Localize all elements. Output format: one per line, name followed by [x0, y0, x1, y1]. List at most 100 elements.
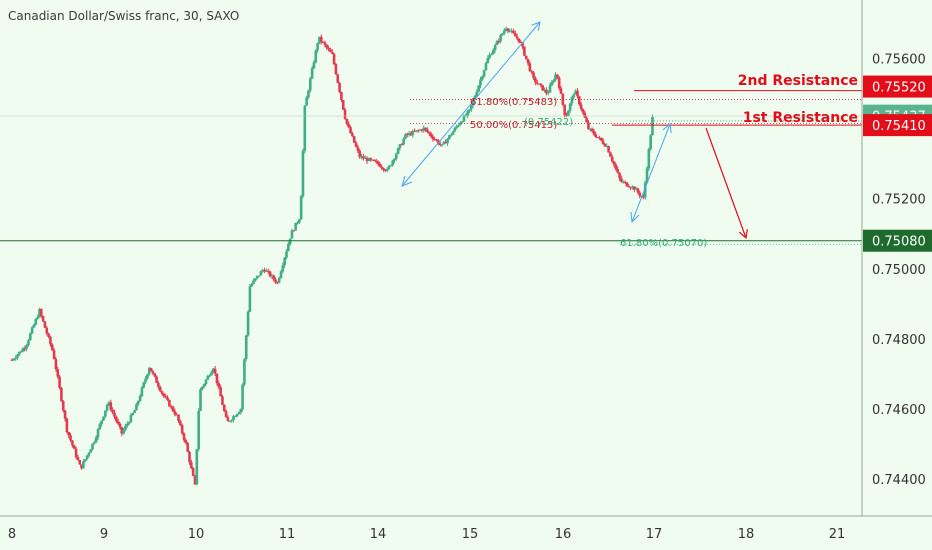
candle-body [56, 369, 60, 377]
candle-body [71, 440, 74, 446]
candle-body [272, 275, 275, 280]
candle-body [433, 139, 437, 141]
candle-body [391, 160, 394, 166]
candle-body [521, 42, 524, 47]
candle-body [402, 138, 405, 145]
candle-body [213, 368, 217, 374]
candle-body [523, 46, 526, 56]
candle-body [429, 133, 433, 137]
candle-body [574, 90, 577, 95]
candle-body [493, 44, 497, 51]
candle-body [43, 321, 47, 328]
candle-body [50, 344, 54, 351]
candle-body [285, 251, 288, 258]
blue-arrow-1-up-head [531, 21, 541, 31]
candle-body [546, 92, 550, 94]
candle-body [76, 457, 80, 461]
candle-body [319, 36, 323, 42]
candle-body [405, 133, 409, 135]
candle-body [481, 76, 484, 80]
candle-body [173, 411, 177, 415]
candle-body [153, 373, 157, 377]
candle-body [530, 71, 534, 73]
candle-body [451, 131, 455, 135]
candle-body [590, 128, 594, 132]
candle-body [554, 74, 557, 81]
candle-body [226, 417, 230, 422]
candle-body [298, 219, 301, 223]
candle-body [259, 271, 263, 276]
candle-body [488, 54, 491, 58]
candle-body [149, 367, 153, 372]
candle-body [115, 416, 118, 422]
candle-body [435, 139, 438, 141]
candle-body [499, 35, 502, 42]
candle-body [16, 354, 19, 358]
candle-body [532, 72, 535, 78]
candle-body [166, 397, 169, 401]
candle-body [645, 168, 649, 183]
candle-body [545, 89, 548, 94]
candle-body [45, 327, 49, 334]
candle-body [318, 36, 321, 44]
candle-body [268, 271, 272, 277]
candle-body [47, 333, 50, 337]
candle-body [82, 461, 85, 469]
candle-body [303, 105, 307, 151]
candle-body [49, 336, 52, 345]
blue-arrow-1-tail [401, 175, 413, 187]
candle-body [83, 459, 87, 462]
candle-body [385, 168, 389, 171]
candle-body [281, 265, 285, 272]
blue-arrow-1-up-shaft [401, 21, 541, 187]
candle-body [583, 112, 587, 118]
candle-body [118, 423, 122, 428]
date-tick-label: 10 [188, 527, 205, 542]
candle-body [426, 129, 429, 133]
candle-body [594, 134, 598, 138]
candle-body [146, 374, 149, 379]
candle-body [270, 275, 274, 277]
candle-body [171, 406, 175, 412]
candle-body [29, 333, 32, 341]
candle-body [351, 133, 354, 137]
candle-body [314, 50, 318, 63]
candle-body [409, 133, 413, 136]
candle-body [230, 420, 233, 422]
candle-body [341, 100, 345, 110]
candle-body [127, 422, 131, 424]
candle-body [393, 158, 396, 161]
candle-body [54, 359, 58, 370]
candle-body [243, 359, 246, 385]
candle-body [561, 93, 565, 105]
candle-body [60, 387, 63, 402]
candle-body [208, 375, 211, 377]
candle-body [65, 418, 69, 432]
candle-body [519, 41, 523, 43]
candle-body [61, 401, 65, 411]
candle-body [290, 230, 294, 239]
date-tick-label: 15 [462, 527, 479, 542]
candle-body [581, 109, 585, 113]
price-tag-box [863, 75, 932, 98]
candle-body [180, 425, 184, 434]
candle-body [400, 144, 404, 146]
candle-body [201, 386, 204, 390]
candle-body [224, 411, 228, 418]
candle-body [131, 413, 135, 416]
candle-body [422, 127, 426, 131]
candle-body [411, 131, 415, 136]
candle-body [133, 410, 136, 414]
candle-body [246, 311, 250, 336]
candle-body [294, 222, 297, 231]
candle-body [109, 402, 113, 410]
candle-body [338, 82, 341, 92]
candle-body [347, 123, 351, 128]
candle-body [539, 83, 543, 86]
candle-body [459, 122, 462, 126]
candle-body [572, 94, 576, 98]
candle-body [157, 382, 160, 388]
candle-body [125, 423, 129, 426]
